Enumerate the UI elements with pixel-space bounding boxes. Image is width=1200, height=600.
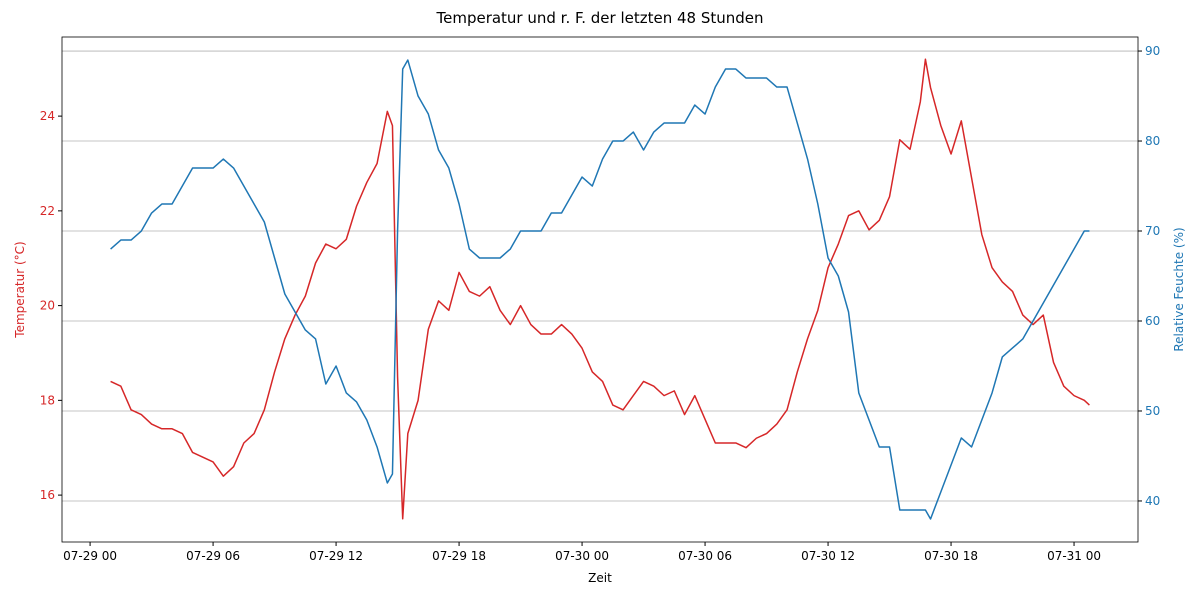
y-tick-label: 24 <box>40 109 55 123</box>
x-tick-label: 07-30 18 <box>924 549 978 563</box>
y-tick-label: 16 <box>40 488 55 502</box>
y2-tick-label: 70 <box>1145 224 1160 238</box>
x-tick-label: 07-29 18 <box>432 549 486 563</box>
x-tick-label: 07-31 00 <box>1047 549 1101 563</box>
x-tick-label: 07-29 12 <box>309 549 363 563</box>
x-axis-label: Zeit <box>588 571 612 585</box>
y2-tick-label: 40 <box>1145 494 1160 508</box>
data-line <box>110 59 1090 520</box>
y2-tick-label: 90 <box>1145 44 1160 58</box>
x-tick-label: 07-30 06 <box>678 549 732 563</box>
y2-tick-label: 50 <box>1145 404 1160 418</box>
plot-frame <box>61 36 1139 543</box>
y-tick-label: 18 <box>40 393 55 407</box>
y-tick-label: 22 <box>40 204 55 218</box>
x-tick-label: 07-29 00 <box>63 549 117 563</box>
x-tick-label: 07-29 06 <box>186 549 240 563</box>
x-tick-label: 07-30 00 <box>555 549 609 563</box>
y2-tick-label: 60 <box>1145 314 1160 328</box>
x-tick-label: 07-30 12 <box>801 549 855 563</box>
y2-tick-label: 80 <box>1145 134 1160 148</box>
y2-axis-label: Relative Feuchte (%) <box>1172 227 1186 351</box>
y-axis-label: Temperatur (°C) <box>13 241 27 338</box>
data-line <box>110 58 1090 520</box>
chart-title: Temperatur und r. F. der letzten 48 Stun… <box>435 9 763 27</box>
y-tick-label: 20 <box>40 299 55 313</box>
